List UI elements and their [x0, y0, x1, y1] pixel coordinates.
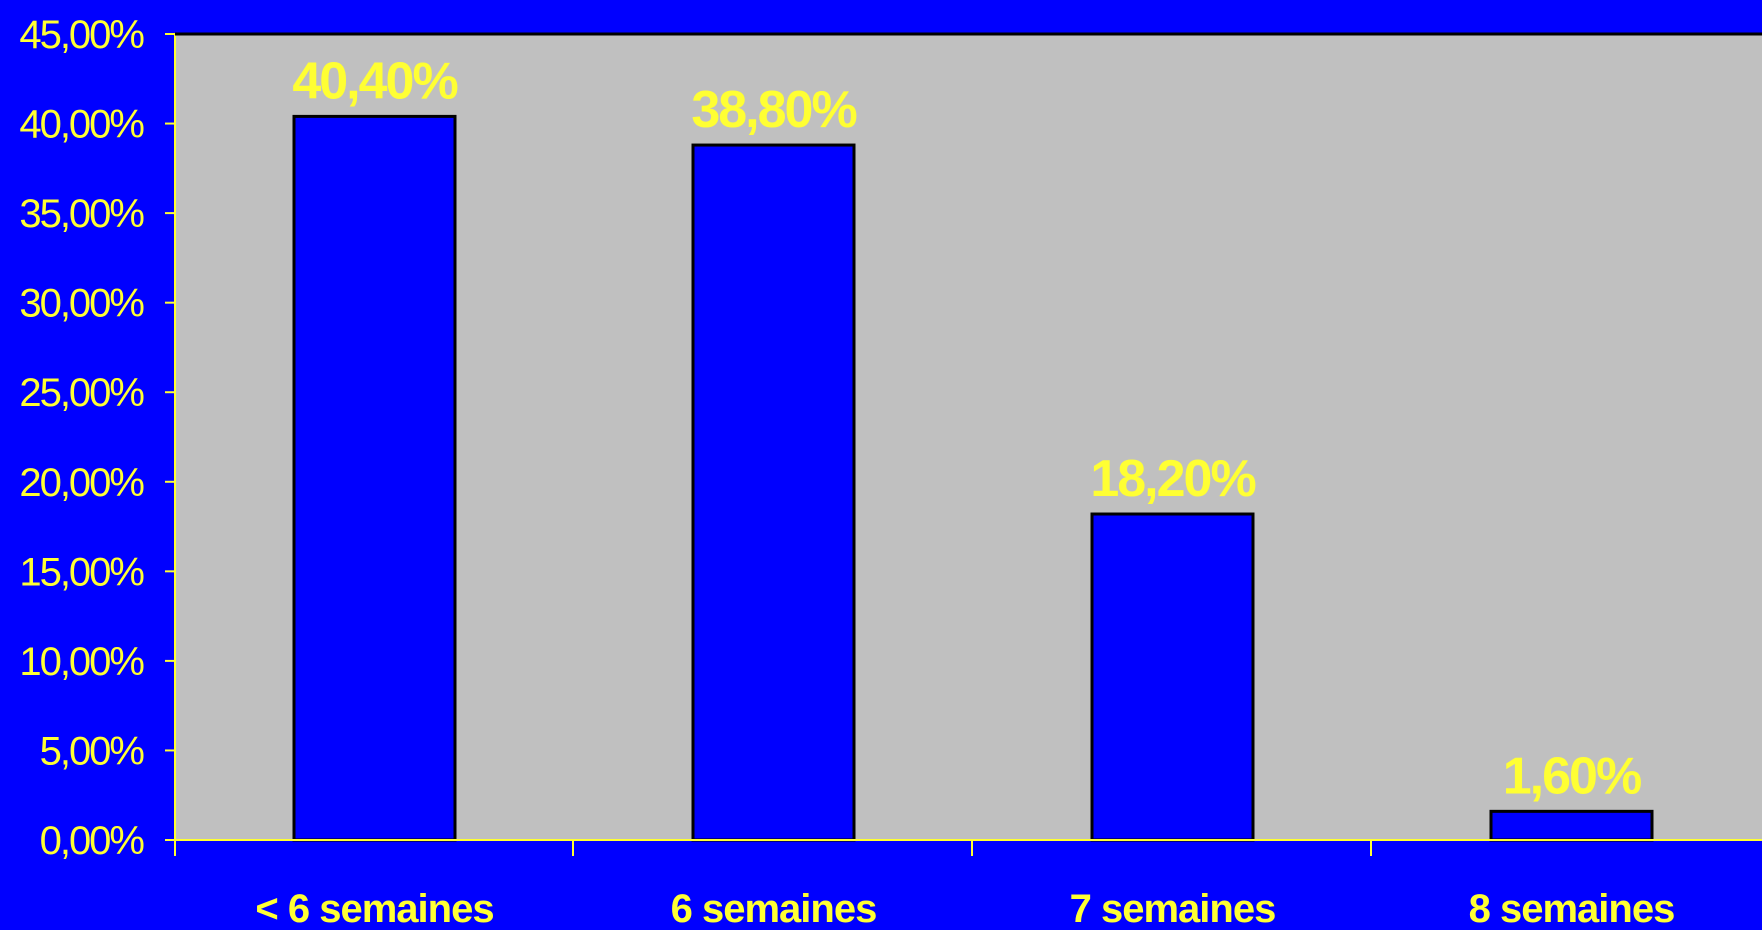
bar: [691, 143, 856, 842]
y-tick-label: 45,00%: [19, 13, 144, 57]
data-label: 40,40%: [292, 52, 457, 110]
bar: [292, 114, 457, 842]
y-tick-label: 10,00%: [19, 640, 144, 684]
y-tick-label: 15,00%: [19, 550, 144, 594]
y-tick-label: 35,00%: [19, 192, 144, 236]
x-tick-label: 7 semaines: [1070, 887, 1276, 930]
y-tick-label: 0,00%: [40, 819, 145, 863]
data-label: 18,20%: [1090, 450, 1255, 508]
y-tick-label: 40,00%: [19, 103, 144, 147]
y-axis: 0,00% 5,00% 10,00% 15,00% 20,00% 25,00% 30,00%…: [19, 13, 176, 863]
x-tick-label: 8 semaines: [1469, 887, 1675, 930]
bar: [1090, 512, 1255, 842]
y-tick-label: 5,00%: [40, 729, 145, 773]
y-tick-label: 30,00%: [19, 282, 144, 326]
y-tick-label: 20,00%: [19, 461, 144, 505]
x-tick-label: < 6 semaines: [255, 887, 493, 930]
data-label: 38,80%: [691, 81, 856, 139]
bars: 40,40% 38,80% 18,20% 1,60%: [292, 52, 1654, 842]
data-label: 1,60%: [1503, 747, 1641, 805]
y-tick-label: 25,00%: [19, 371, 144, 415]
x-axis: < 6 semaines 6 semaines 7 semaines 8 semain…: [175, 839, 1762, 930]
bar: [1489, 809, 1654, 842]
x-tick-label: 6 semaines: [671, 887, 877, 930]
